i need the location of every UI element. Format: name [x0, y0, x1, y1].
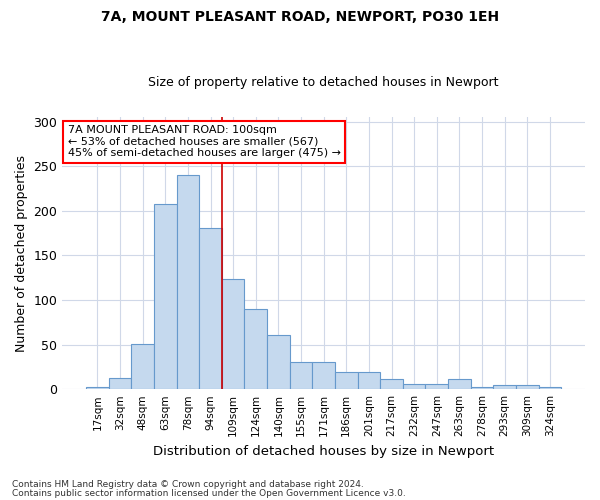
- Bar: [154, 204, 176, 389]
- Bar: [222, 280, 244, 389]
- Text: Contains HM Land Registry data © Crown copyright and database right 2024.: Contains HM Land Registry data © Crown c…: [12, 480, 364, 489]
- Bar: [131, 344, 154, 389]
- Bar: [471, 386, 493, 389]
- Title: Size of property relative to detached houses in Newport: Size of property relative to detached ho…: [148, 76, 499, 90]
- Bar: [516, 384, 539, 389]
- Bar: [267, 335, 290, 389]
- Bar: [358, 372, 380, 389]
- Text: 7A, MOUNT PLEASANT ROAD, NEWPORT, PO30 1EH: 7A, MOUNT PLEASANT ROAD, NEWPORT, PO30 1…: [101, 10, 499, 24]
- Bar: [539, 388, 561, 389]
- Bar: [199, 228, 222, 389]
- Bar: [335, 372, 358, 389]
- Bar: [380, 380, 403, 389]
- Bar: [290, 362, 313, 389]
- Y-axis label: Number of detached properties: Number of detached properties: [15, 154, 28, 352]
- Bar: [86, 388, 109, 389]
- X-axis label: Distribution of detached houses by size in Newport: Distribution of detached houses by size …: [153, 444, 494, 458]
- Bar: [448, 380, 471, 389]
- Bar: [176, 175, 199, 389]
- Bar: [109, 378, 131, 389]
- Bar: [403, 384, 425, 389]
- Bar: [493, 384, 516, 389]
- Text: 7A MOUNT PLEASANT ROAD: 100sqm
← 53% of detached houses are smaller (567)
45% of: 7A MOUNT PLEASANT ROAD: 100sqm ← 53% of …: [68, 125, 341, 158]
- Bar: [244, 309, 267, 389]
- Bar: [313, 362, 335, 389]
- Text: Contains public sector information licensed under the Open Government Licence v3: Contains public sector information licen…: [12, 488, 406, 498]
- Bar: [425, 384, 448, 389]
